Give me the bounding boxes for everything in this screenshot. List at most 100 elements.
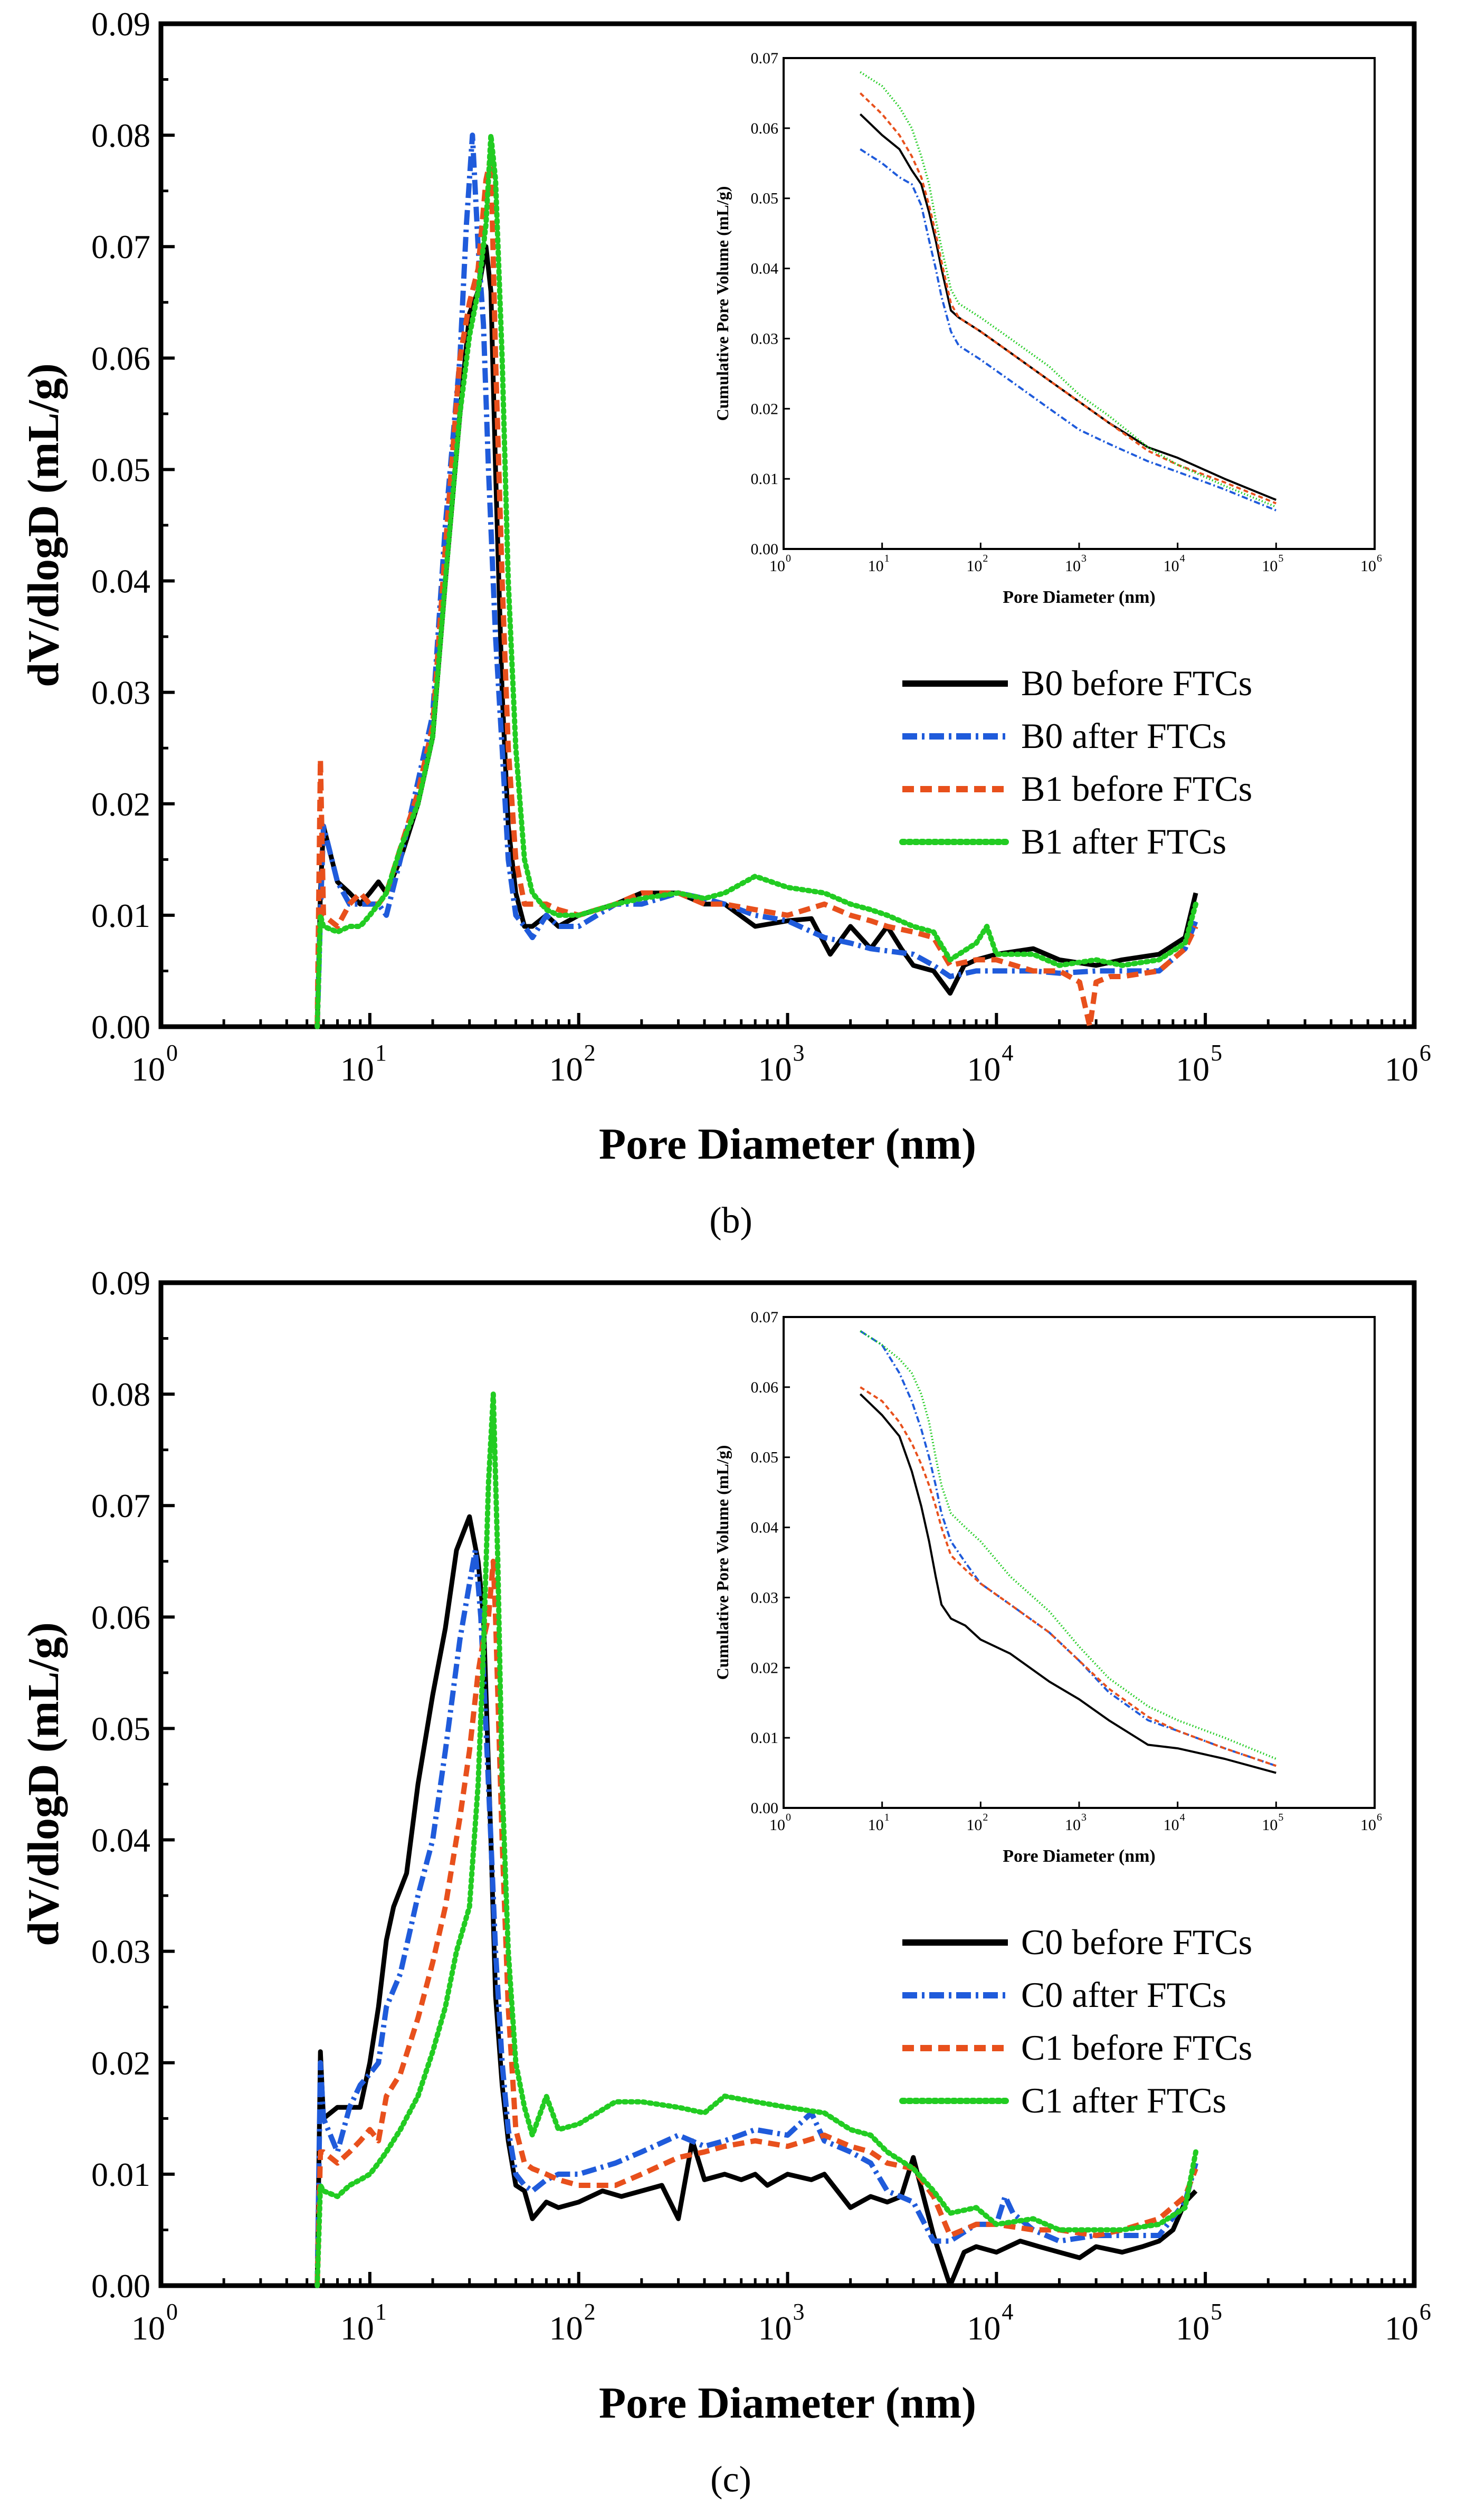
- x-tick-base: 10: [758, 2309, 792, 2347]
- x-tick-exponent: 4: [1002, 1040, 1013, 1066]
- x-tick-base: 10: [1385, 1050, 1418, 1088]
- x-tick-exponent: 6: [1419, 1040, 1431, 1066]
- x-tick-exponent: 3: [793, 2299, 805, 2325]
- inset-x-tick-base: 10: [1065, 1816, 1081, 1834]
- inset-x-tick-base: 10: [868, 557, 884, 575]
- inset-y-tick-label: 0.04: [751, 260, 779, 278]
- inset-series-line-3: [860, 1330, 1277, 1760]
- inset-y-tick-label: 0.06: [751, 120, 779, 137]
- y-tick-label: 0.01: [91, 2156, 150, 2193]
- x-tick-base: 10: [340, 2309, 374, 2347]
- inset-x-tick-base: 10: [1262, 1816, 1278, 1834]
- y-tick-label: 0.08: [91, 1376, 150, 1413]
- x-tick-exponent: 4: [1002, 2299, 1013, 2325]
- x-tick-base: 10: [549, 1050, 583, 1088]
- panel-label: (b): [709, 1200, 752, 1241]
- legend-label-1: C0 after FTCs: [1021, 1975, 1226, 2015]
- inset-x-tick-base: 10: [1164, 1816, 1179, 1834]
- inset-x-axis-label: Pore Diameter (nm): [1003, 1846, 1156, 1866]
- y-tick-label: 0.05: [91, 1710, 150, 1747]
- series-line-3: [315, 1391, 1199, 2288]
- inset-x-tick-label: 10 0: [769, 1812, 791, 1834]
- x-tick-label: 10 2: [549, 1040, 596, 1088]
- x-tick-label: 10 4: [967, 2299, 1013, 2347]
- inset-y-tick-label: 0.00: [751, 1799, 779, 1817]
- y-axis-label: dV/dlogD (mL/g): [19, 363, 68, 687]
- legend: B0 before FTCs B0 after FTCs B1 before FTC…: [899, 663, 1252, 861]
- y-tick-label: 0.00: [91, 1008, 150, 1046]
- x-tick-base: 10: [131, 1050, 165, 1088]
- inset-x-tick-exponent: 4: [1180, 553, 1185, 564]
- inset-x-tick-label: 10 1: [868, 553, 890, 575]
- y-tick-label: 0.04: [91, 563, 150, 600]
- x-tick-label: 10 6: [1385, 1040, 1431, 1088]
- x-tick-exponent: 2: [584, 1040, 596, 1066]
- y-tick-label: 0.02: [91, 2044, 150, 2082]
- x-tick-base: 10: [340, 1050, 374, 1088]
- series-line-0: [315, 1514, 1198, 2288]
- y-tick-label: 0.04: [91, 1822, 150, 1859]
- y-tick-label: 0.06: [91, 339, 150, 377]
- inset-frame: [783, 1316, 1376, 1809]
- inset-y-axis-label: Cumulative Pore Volume (mL/g): [713, 186, 732, 421]
- inset-x-tick-exponent: 5: [1278, 1812, 1283, 1823]
- x-tick-label: 10 2: [549, 2299, 596, 2347]
- x-tick-base: 10: [131, 2309, 165, 2347]
- y-tick-label: 0.09: [91, 1264, 150, 1302]
- inset-x-tick-base: 10: [769, 1816, 785, 1834]
- inset-x-tick-base: 10: [1262, 557, 1278, 575]
- inset-series-line-2: [859, 92, 1277, 505]
- inset-x-tick-label: 10 3: [1065, 553, 1087, 575]
- inset-x-tick-label: 10 6: [1360, 553, 1382, 575]
- x-tick-label: 10 3: [758, 2299, 805, 2347]
- inset-series-line-1: [860, 148, 1277, 511]
- inset-x-tick-base: 10: [966, 1816, 982, 1834]
- panel-c: 0.00 0.01 0.02 0.03 0.04 0.05 0.06 0.07 0.08 0.09…: [19, 1264, 1431, 2500]
- x-tick-exponent: 1: [375, 1040, 387, 1066]
- legend-label-0: B0 before FTCs: [1021, 663, 1252, 703]
- x-tick-exponent: 0: [166, 2299, 178, 2325]
- inset-series-line-2: [860, 1386, 1276, 1767]
- inset-x-tick-exponent: 2: [983, 1812, 988, 1823]
- x-tick-base: 10: [967, 1050, 1000, 1088]
- inset-x-tick-exponent: 4: [1180, 1812, 1185, 1823]
- inset-y-tick-label: 0.01: [751, 1729, 779, 1747]
- y-tick-label: 0.02: [91, 785, 150, 823]
- inset-x-tick-base: 10: [868, 1816, 884, 1834]
- inset-series: [859, 71, 1277, 511]
- inset-y-tick-label: 0.07: [751, 50, 779, 67]
- inset-x-tick-exponent: 0: [786, 553, 791, 564]
- y-tick-label: 0.00: [91, 2267, 150, 2305]
- main-axes: 0.00 0.01 0.02 0.03 0.04 0.05 0.06 0.07 0.08 0.09…: [19, 5, 1431, 1169]
- x-tick-label: 10 0: [131, 1040, 178, 1088]
- x-tick-base: 10: [1176, 2309, 1209, 2347]
- inset-x-tick-label: 10 0: [769, 553, 791, 575]
- series-line-3: [315, 132, 1199, 1029]
- x-tick-label: 10 5: [1176, 1040, 1222, 1088]
- x-tick-base: 10: [549, 2309, 583, 2347]
- inset-y-tick-label: 0.05: [751, 190, 779, 207]
- y-tick-label: 0.03: [91, 1933, 150, 1970]
- inset-x-tick-label: 10 1: [868, 1812, 890, 1834]
- y-tick-label: 0.07: [91, 1487, 150, 1524]
- x-tick-base: 10: [758, 1050, 792, 1088]
- inset-x-tick-base: 10: [1164, 557, 1179, 575]
- legend: C0 before FTCs C0 after FTCs C1 before FTC…: [899, 1922, 1252, 2120]
- y-axis-label: dV/dlogD (mL/g): [19, 1622, 68, 1946]
- x-tick-exponent: 2: [584, 2299, 596, 2325]
- inset-y-tick-label: 0.04: [751, 1519, 779, 1537]
- inset-x-tick-label: 10 2: [966, 553, 988, 575]
- inset-frame: [783, 57, 1376, 550]
- inset-x-tick-label: 10 6: [1360, 1812, 1382, 1834]
- y-tick-label: 0.03: [91, 674, 150, 712]
- inset-y-tick-label: 0.05: [751, 1449, 779, 1466]
- panel-b: 0.00 0.01 0.02 0.03 0.04 0.05 0.06 0.07 0.08 0.09…: [19, 5, 1431, 1241]
- inset-x-tick-exponent: 0: [786, 1812, 791, 1823]
- inset-series: [859, 1330, 1277, 1774]
- inset-x-tick-base: 10: [966, 557, 982, 575]
- inset-y-tick-label: 0.02: [751, 1659, 779, 1676]
- legend-label-3: B1 after FTCs: [1021, 821, 1226, 861]
- x-tick-label: 10 1: [340, 1040, 387, 1088]
